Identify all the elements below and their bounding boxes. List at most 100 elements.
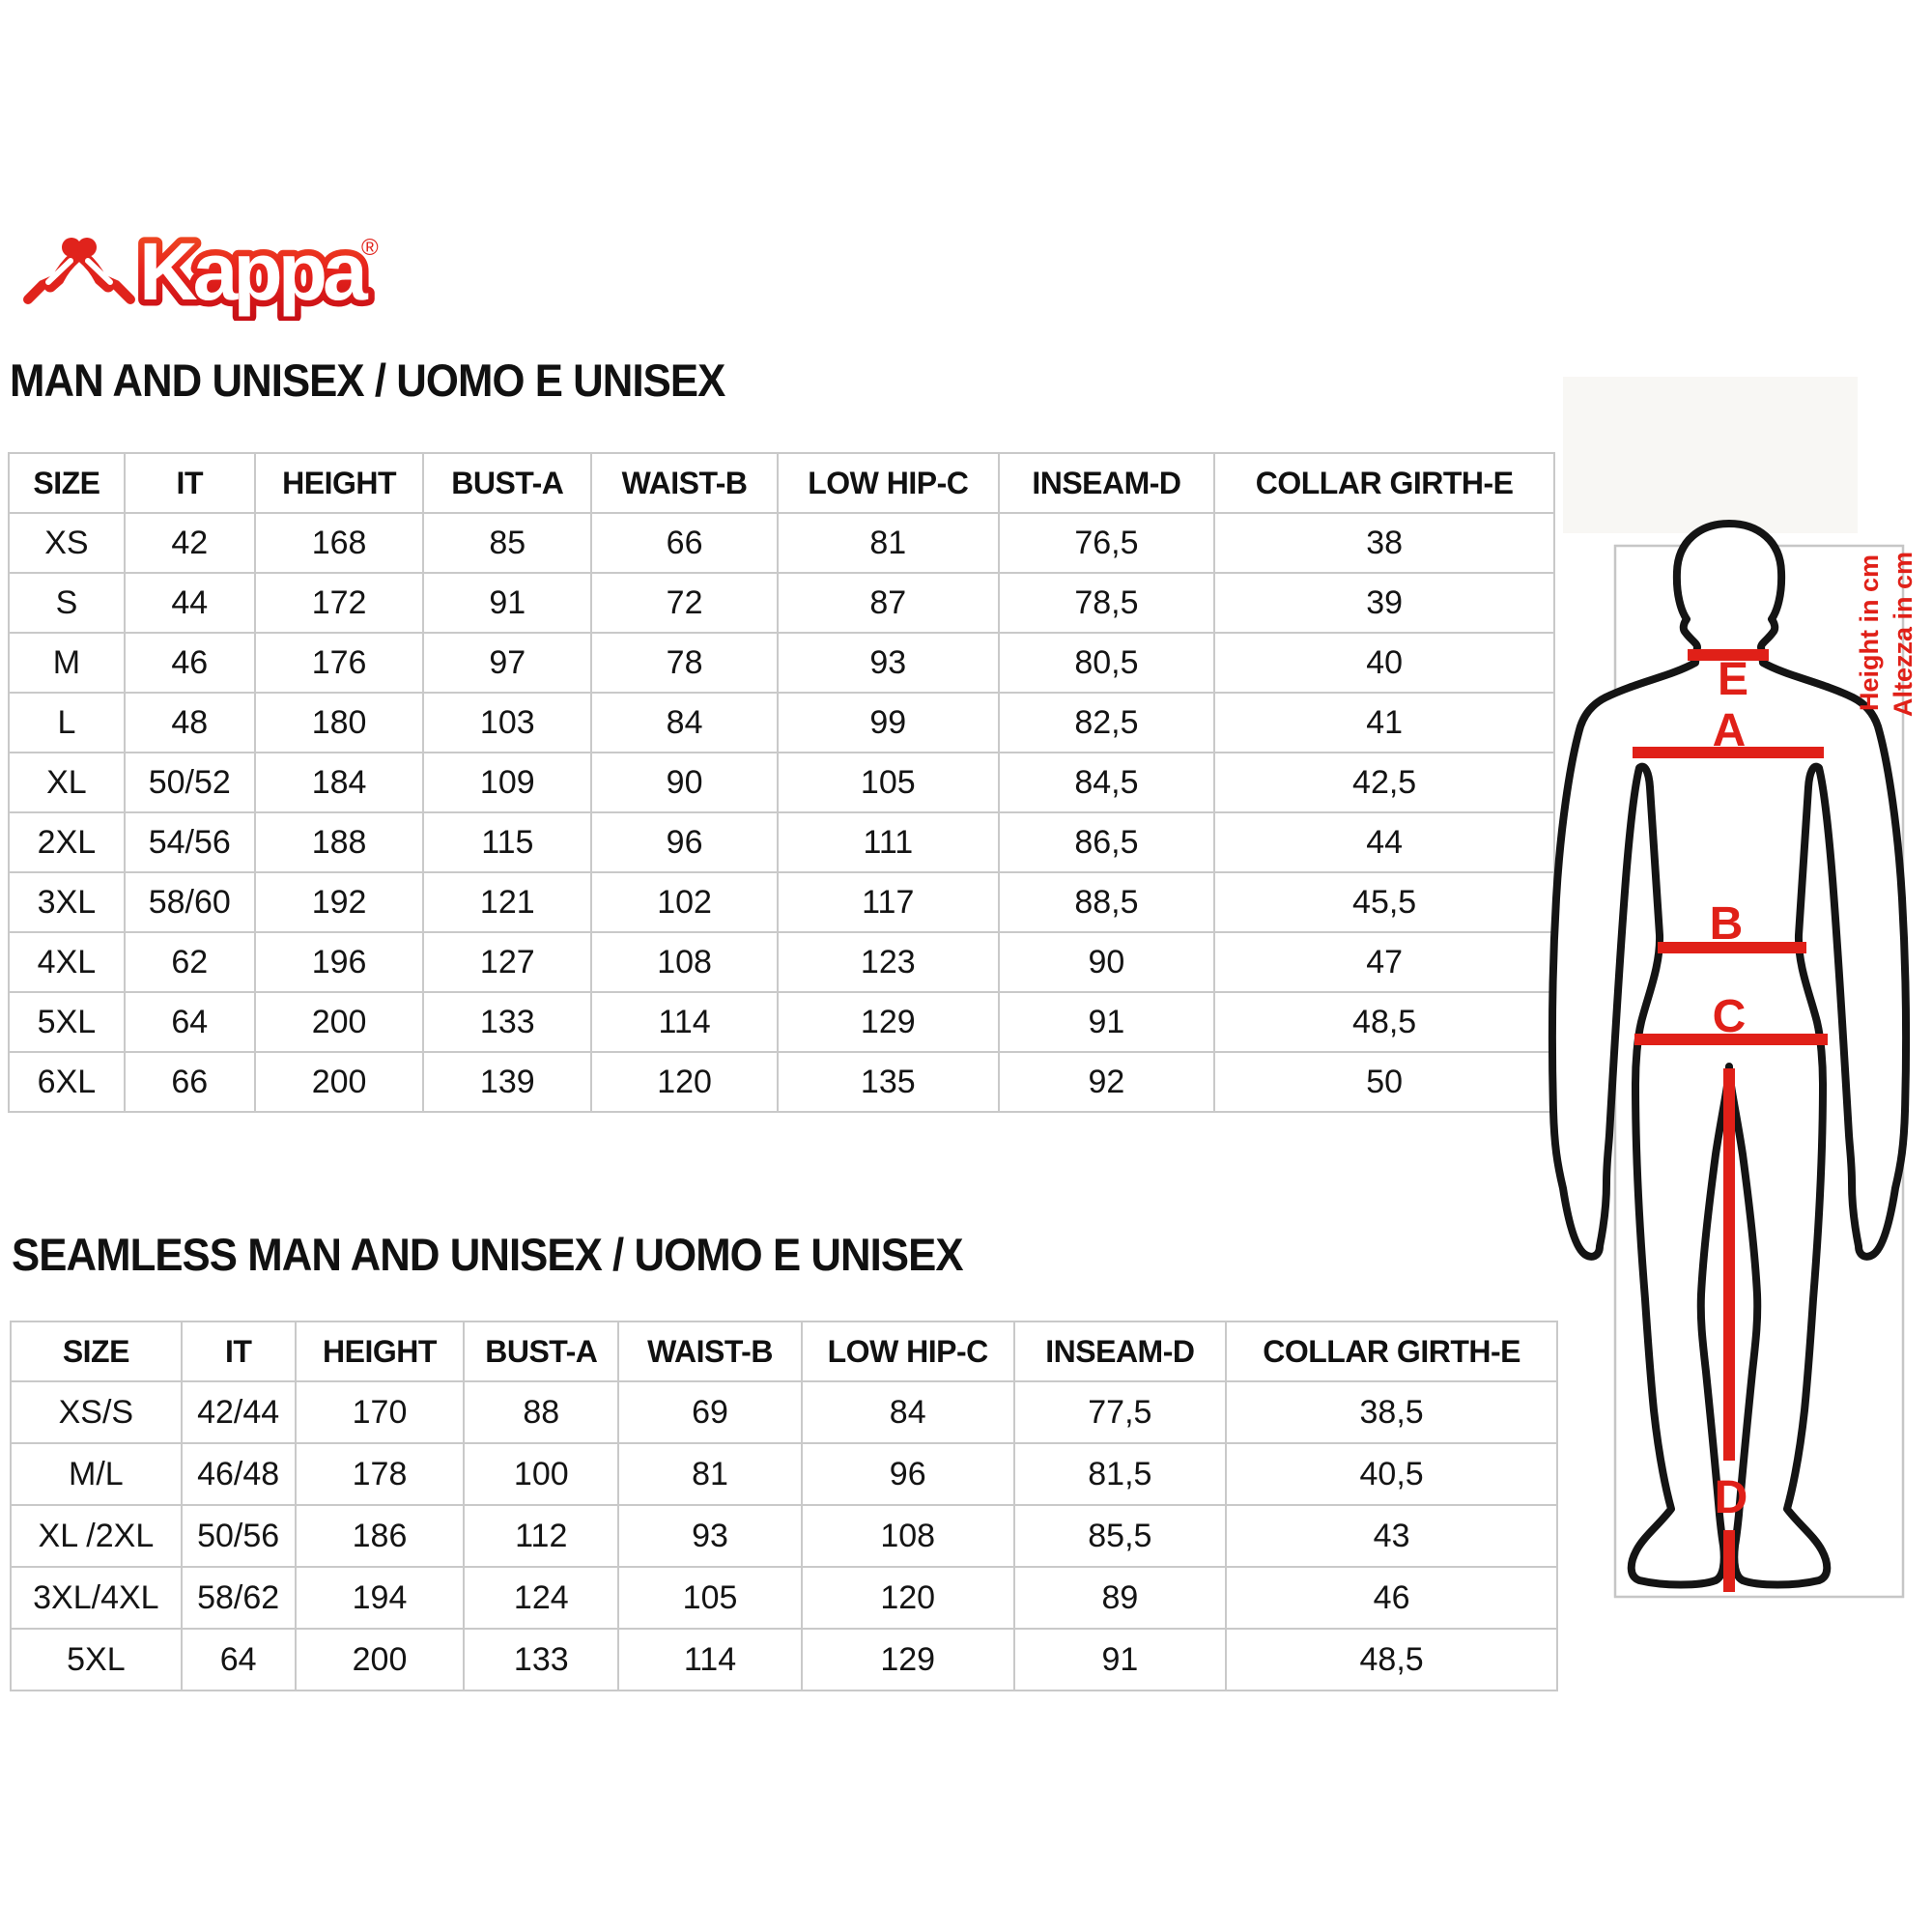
kappa-omini-icon [23, 238, 135, 304]
measurement-cell: 114 [617, 1628, 803, 1691]
table-row: XS/S 42/44 170 88 69 84 77,5 38,5 [10, 1380, 1558, 1444]
table-row: XL 50/52 184 109 90 105 84,5 42,5 [8, 752, 1555, 813]
measurement-cell: 76,5 [997, 512, 1216, 574]
table-row: 5XL 64 200 133 114 129 91 48,5 [10, 1628, 1558, 1691]
measurement-cell: 39 [1213, 572, 1555, 634]
size-cell: 6XL [8, 1051, 126, 1113]
size-cell: M [8, 632, 126, 694]
column-header: IT [123, 452, 256, 514]
measurement-cell: 200 [253, 991, 425, 1053]
size-cell: XS/S [10, 1380, 183, 1444]
measurement-cell: 84 [590, 692, 779, 753]
scan-artifact-block [1563, 377, 1858, 533]
size-cell: L [8, 692, 126, 753]
measurement-cell: 50 [1213, 1051, 1555, 1113]
size-table-man-unisex: SIZE IT HEIGHT BUST-A WAIST-B LOW HIP-C INSEAM… [8, 452, 1555, 1113]
size-cell: 4XL [8, 931, 126, 993]
measurement-cell: 84 [800, 1380, 1015, 1444]
measurement-cell: 200 [294, 1628, 466, 1691]
section-title-seamless-man-unisex: SEAMLESS MAN AND UNISEX / UOMO E UNISEX [12, 1229, 963, 1280]
measurement-cell: 84,5 [997, 752, 1216, 813]
column-header: HEIGHT [253, 452, 425, 514]
table-row: 2XL 54/56 188 115 96 111 86,5 44 [8, 811, 1555, 873]
measurement-cell: 120 [590, 1051, 779, 1113]
measurement-cell: 40,5 [1225, 1442, 1558, 1506]
size-cell: XL /2XL [10, 1504, 183, 1568]
measurement-cell: 81,5 [1012, 1442, 1228, 1506]
measurement-cell: 170 [294, 1380, 466, 1444]
size-cell: XS [8, 512, 126, 574]
measurement-cell: 78,5 [997, 572, 1216, 634]
measurement-cell: 188 [253, 811, 425, 873]
measurement-cell: 47 [1213, 931, 1555, 993]
measurement-cell: 127 [422, 931, 593, 993]
measurement-cell: 102 [590, 871, 779, 933]
measurement-cell: 46 [123, 632, 256, 694]
measurement-cell: 38 [1213, 512, 1555, 574]
size-cell: 5XL [10, 1628, 183, 1691]
section-title-man-unisex: MAN AND UNISEX / UOMO E UNISEX [10, 355, 725, 406]
measurement-cell: 123 [776, 931, 1000, 993]
measurement-cell: 85,5 [1012, 1504, 1228, 1568]
measurement-cell: 99 [776, 692, 1000, 753]
measurement-cell: 80,5 [997, 632, 1216, 694]
measurement-cell: 50/56 [180, 1504, 297, 1568]
measurement-cell: 112 [463, 1504, 620, 1568]
measurement-cell: 62 [123, 931, 256, 993]
measurement-cell: 91 [422, 572, 593, 634]
size-cell: 5XL [8, 991, 126, 1053]
measurement-cell: 105 [617, 1566, 803, 1630]
measurement-cell: 96 [800, 1442, 1015, 1506]
measurement-cell: 186 [294, 1504, 466, 1568]
size-cell: 3XL [8, 871, 126, 933]
measurement-cell: 41 [1213, 692, 1555, 753]
measurement-cell: 45,5 [1213, 871, 1555, 933]
measurement-cell: 64 [123, 991, 256, 1053]
measurement-cell: 133 [422, 991, 593, 1053]
measurement-cell: 139 [422, 1051, 593, 1113]
measurement-cell: 192 [253, 871, 425, 933]
measurement-cell: 81 [776, 512, 1000, 574]
measurement-cell: 92 [997, 1051, 1216, 1113]
column-header: BUST-A [422, 452, 593, 514]
table-row: 5XL 64 200 133 114 129 91 48,5 [8, 991, 1555, 1053]
column-header: LOW HIP-C [776, 452, 1000, 514]
column-header: COLLAR GIRTH-E [1225, 1321, 1558, 1382]
label-C: C [1713, 991, 1747, 1042]
column-header: SIZE [10, 1321, 183, 1382]
table-row: 6XL 66 200 139 120 135 92 50 [8, 1051, 1555, 1113]
measurement-cell: 88 [463, 1380, 620, 1444]
measurement-cell: 40 [1213, 632, 1555, 694]
column-header: COLLAR GIRTH-E [1213, 452, 1555, 514]
column-header: INSEAM-D [1012, 1321, 1228, 1382]
measurement-cell: 58/60 [123, 871, 256, 933]
measurement-cell: 78 [590, 632, 779, 694]
measurement-cell: 88,5 [997, 871, 1216, 933]
measurement-cell: 42 [123, 512, 256, 574]
measurement-cell: 77,5 [1012, 1380, 1228, 1444]
measurement-cell: 133 [463, 1628, 620, 1691]
measurement-cell: 43 [1225, 1504, 1558, 1568]
measurement-cell: 82,5 [997, 692, 1216, 753]
measurement-cell: 48,5 [1213, 991, 1555, 1053]
measurement-cell: 44 [123, 572, 256, 634]
measurement-cell: 100 [463, 1442, 620, 1506]
height-note-en: Height in cm [1855, 554, 1884, 711]
measurement-cell: 81 [617, 1442, 803, 1506]
measurement-cell: 108 [800, 1504, 1015, 1568]
measurement-cell: 135 [776, 1051, 1000, 1113]
measurement-cell: 90 [997, 931, 1216, 993]
size-table-seamless: SIZE IT HEIGHT BUST-A WAIST-B LOW HIP-C INSEAM… [10, 1321, 1558, 1691]
measurement-cell: 168 [253, 512, 425, 574]
measurement-cell: 103 [422, 692, 593, 753]
label-D: D [1715, 1472, 1748, 1523]
measurement-cell: 90 [590, 752, 779, 813]
label-B: B [1710, 898, 1744, 950]
measurement-cell: 114 [590, 991, 779, 1053]
table-row: 4XL 62 196 127 108 123 90 47 [8, 931, 1555, 993]
measurement-cell: 176 [253, 632, 425, 694]
measurement-cell: 115 [422, 811, 593, 873]
label-E: E [1718, 654, 1748, 705]
label-A: A [1713, 705, 1747, 756]
measurement-cell: 42,5 [1213, 752, 1555, 813]
